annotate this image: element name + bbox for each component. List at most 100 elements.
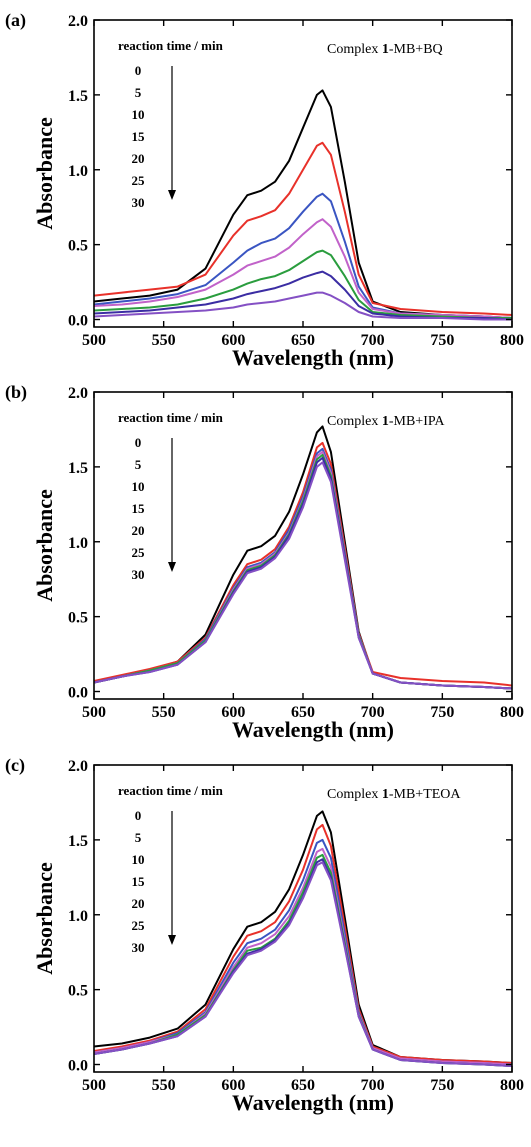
y-tick-label: 1.0 xyxy=(68,535,88,552)
annotation-prefix: Complex xyxy=(327,414,382,429)
legend-item-10: 10 xyxy=(132,479,145,494)
time-arrow-head xyxy=(168,562,176,572)
y-tick-label: 2.0 xyxy=(68,758,88,775)
series-line-0-min xyxy=(93,89,513,319)
time-arrow-head xyxy=(168,190,176,200)
legend-item-10: 10 xyxy=(132,107,145,122)
chart-panel-a: (a) 0.0 0.5 1.0 1.5 2.0 500 550 600 650 700 750 800 W… xyxy=(5,10,524,370)
legend-item-20: 20 xyxy=(132,896,145,911)
legend-item-30: 30 xyxy=(132,567,145,582)
x-tick-label: 700 xyxy=(361,704,385,721)
series-line-5-min xyxy=(93,441,513,687)
series-line-0-min xyxy=(93,425,513,690)
x-tick-label: 500 xyxy=(82,704,106,721)
x-tick-label: 700 xyxy=(361,1077,385,1094)
y-tick-label: 1.0 xyxy=(68,163,88,180)
x-tick-label: 600 xyxy=(221,1077,245,1094)
panel-label: (c) xyxy=(5,755,25,776)
series-line-0-min xyxy=(93,810,513,1064)
x-tick-label: 750 xyxy=(430,1077,454,1094)
x-tick-label: 550 xyxy=(152,1077,176,1094)
x-tick-label: 750 xyxy=(430,704,454,721)
y-axis-title: Absorbance xyxy=(32,489,57,602)
panel-label: (b) xyxy=(5,382,27,403)
legend-item-10: 10 xyxy=(132,852,145,867)
legend-item-5: 5 xyxy=(135,85,142,100)
annotation-prefix: Complex xyxy=(327,787,382,802)
series-line-30-min xyxy=(93,461,513,690)
legend-item-0: 0 xyxy=(135,63,142,78)
annotation-bold: 1 xyxy=(382,414,389,429)
x-tick-label: 600 xyxy=(221,332,245,349)
legend-title: reaction time / min xyxy=(118,38,224,53)
series-line-5-min xyxy=(93,823,513,1064)
series-line-10-min xyxy=(93,192,513,319)
x-tick-label: 650 xyxy=(291,704,315,721)
legend-item-20: 20 xyxy=(132,523,145,538)
y-tick-label: 1.0 xyxy=(68,908,88,925)
y-tick-label: 1.5 xyxy=(68,88,88,105)
y-tick-label: 2.0 xyxy=(68,13,88,30)
x-axis-title: Wavelength (nm) xyxy=(232,717,394,742)
x-tick-label: 550 xyxy=(152,704,176,721)
plot-frame xyxy=(93,391,513,700)
series-line-25-min xyxy=(93,270,513,321)
series-line-20-min xyxy=(93,249,512,319)
chart-panel-b: (b) 0.0 0.5 1.0 1.5 2.0 500 550 600 650 700 750 800 W… xyxy=(5,382,524,742)
legend-item-15: 15 xyxy=(132,874,146,889)
legend-item-30: 30 xyxy=(132,195,145,210)
series-line-30-min xyxy=(93,861,513,1067)
plot-frame xyxy=(93,19,513,328)
annotation-suffix: -MB+BQ xyxy=(389,42,443,57)
legend-item-0: 0 xyxy=(135,808,142,823)
series-line-10-min xyxy=(93,447,513,690)
legend-item-0: 0 xyxy=(135,435,142,450)
y-tick-label: 0.0 xyxy=(68,1058,88,1075)
x-tick-label: 650 xyxy=(291,1077,315,1094)
series-line-10-min xyxy=(93,838,513,1066)
annotation-bold: 1 xyxy=(382,42,389,57)
y-tick-label: 0.5 xyxy=(68,610,88,627)
series-line-30-min xyxy=(93,291,512,321)
x-tick-label: 800 xyxy=(500,704,524,721)
legend-item-25: 25 xyxy=(132,545,146,560)
y-tick-label: 1.5 xyxy=(68,460,88,477)
legend-item-15: 15 xyxy=(132,501,146,516)
time-arrow-head xyxy=(168,935,176,945)
chart-panel-c: (c) 0.0 0.5 1.0 1.5 2.0 500 550 600 650 700 750 800 W… xyxy=(5,755,524,1115)
panel-label: (a) xyxy=(5,10,26,31)
legend-item-20: 20 xyxy=(132,151,145,166)
x-tick-label: 800 xyxy=(500,1077,524,1094)
legend-title: reaction time / min xyxy=(118,410,224,425)
complex-annotation: Complex 1-MB+TEOA xyxy=(327,787,461,802)
y-axis-title: Absorbance xyxy=(32,862,57,975)
x-tick-label: 750 xyxy=(430,332,454,349)
y-tick-label: 0.0 xyxy=(68,685,88,702)
x-tick-label: 650 xyxy=(291,332,315,349)
y-tick-label: 0.5 xyxy=(68,238,88,255)
x-tick-label: 550 xyxy=(152,332,176,349)
x-tick-label: 800 xyxy=(500,332,524,349)
x-tick-label: 500 xyxy=(82,1077,106,1094)
x-tick-label: 500 xyxy=(82,332,106,349)
series-line-15-min xyxy=(93,218,513,319)
legend-item-30: 30 xyxy=(132,940,145,955)
complex-annotation: Complex 1-MB+IPA xyxy=(327,414,445,429)
series-line-5-min xyxy=(93,141,513,316)
legend-item-15: 15 xyxy=(132,129,146,144)
complex-annotation: Complex 1-MB+BQ xyxy=(327,42,443,57)
x-axis-title: Wavelength (nm) xyxy=(232,1090,394,1115)
y-tick-label: 2.0 xyxy=(68,385,88,402)
x-tick-label: 700 xyxy=(361,332,385,349)
legend-item-5: 5 xyxy=(135,457,142,472)
legend-item-5: 5 xyxy=(135,830,142,845)
x-tick-label: 600 xyxy=(221,704,245,721)
y-tick-label: 0.5 xyxy=(68,983,88,1000)
series-line-15-min xyxy=(93,450,513,690)
legend-title: reaction time / min xyxy=(118,783,224,798)
y-tick-label: 1.5 xyxy=(68,833,88,850)
annotation-suffix: -MB+IPA xyxy=(389,414,446,429)
y-tick-label: 0.0 xyxy=(68,313,88,330)
y-axis-title: Absorbance xyxy=(32,117,57,230)
